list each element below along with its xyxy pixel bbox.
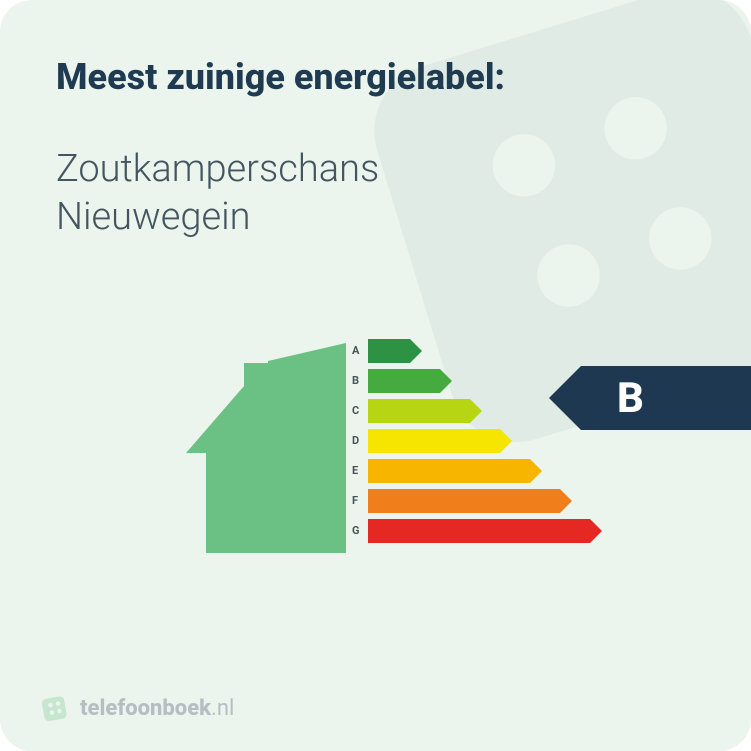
energy-label-card: Meest zuinige energielabel: Zoutkampersc… bbox=[0, 0, 751, 751]
energy-bar-arrow bbox=[368, 489, 560, 513]
energy-bar-arrow bbox=[368, 519, 590, 543]
energy-bar-arrow bbox=[368, 399, 470, 423]
footer-brand-text: telefoonboek.nl bbox=[80, 696, 234, 721]
energy-bar-label: G bbox=[348, 524, 368, 537]
energy-bar-label: F bbox=[348, 494, 368, 507]
energy-bar-label: E bbox=[348, 464, 368, 477]
energy-bar-row: D bbox=[348, 427, 590, 454]
card-subtitle: Zoutkamperschans Nieuwegein bbox=[56, 146, 695, 241]
footer-brand-rest: .nl bbox=[211, 696, 234, 721]
card-title: Meest zuinige energielabel: bbox=[56, 56, 695, 98]
footer-brand-icon bbox=[40, 693, 70, 723]
energy-bar-arrow bbox=[368, 429, 500, 453]
energy-bar-label: D bbox=[348, 434, 368, 447]
footer-brand-bold: telefoonboek bbox=[80, 696, 211, 721]
energy-bar-label: C bbox=[348, 404, 368, 417]
energy-bar-row: F bbox=[348, 487, 590, 514]
energy-bar-row: G bbox=[348, 517, 590, 544]
energy-bar-label: A bbox=[348, 344, 368, 357]
selected-label-text: B bbox=[617, 374, 644, 423]
energy-chart: A B C D E F G B bbox=[56, 321, 695, 581]
energy-bar-arrow bbox=[368, 459, 530, 483]
subtitle-line-1: Zoutkamperschans bbox=[56, 147, 379, 191]
house-icon bbox=[186, 343, 346, 553]
energy-bar-row: E bbox=[348, 457, 590, 484]
footer-brand: telefoonboek.nl bbox=[40, 693, 234, 723]
selected-label-badge: B bbox=[581, 366, 751, 430]
subtitle-line-2: Nieuwegein bbox=[56, 195, 251, 239]
energy-bar-arrow bbox=[368, 339, 410, 363]
energy-bar-label: B bbox=[348, 374, 368, 387]
energy-bar-arrow bbox=[368, 369, 440, 393]
energy-bar-row: A bbox=[348, 337, 590, 364]
